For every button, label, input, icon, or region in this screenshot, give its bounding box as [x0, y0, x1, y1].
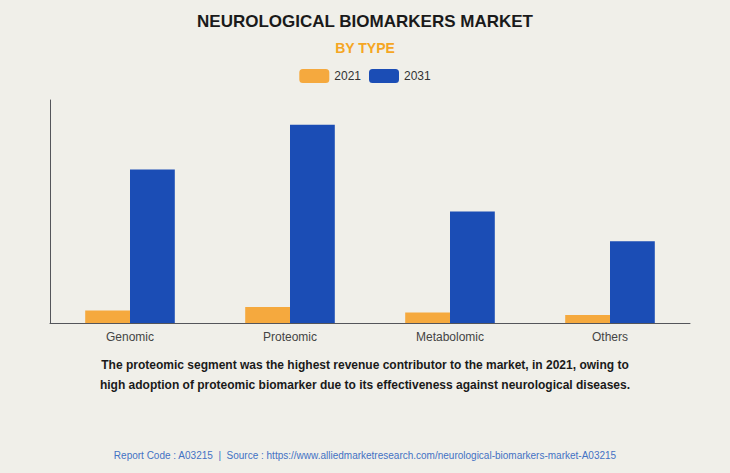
svg-text:Others: Others	[592, 330, 628, 344]
svg-text:BY TYPE: BY TYPE	[335, 40, 395, 56]
svg-text:Genomic: Genomic	[106, 330, 154, 344]
svg-text:Report Code : A03215 | Sourc: Report Code : A03215 | Source : https://…	[114, 450, 617, 461]
svg-text:Proteomic: Proteomic	[263, 330, 317, 344]
svg-text:Metabolomic: Metabolomic	[416, 330, 484, 344]
svg-text:2021: 2021	[334, 69, 361, 83]
svg-text:The proteomic segment was the: The proteomic segment was the highest re…	[101, 358, 628, 372]
svg-text:NEUROLOGICAL BIOMARKERS MARKET: NEUROLOGICAL BIOMARKERS MARKET	[197, 12, 534, 31]
svg-text:2031: 2031	[404, 69, 431, 83]
svg-text:high adoption of proteomic bio: high adoption of proteomic biomarker due…	[100, 378, 630, 392]
